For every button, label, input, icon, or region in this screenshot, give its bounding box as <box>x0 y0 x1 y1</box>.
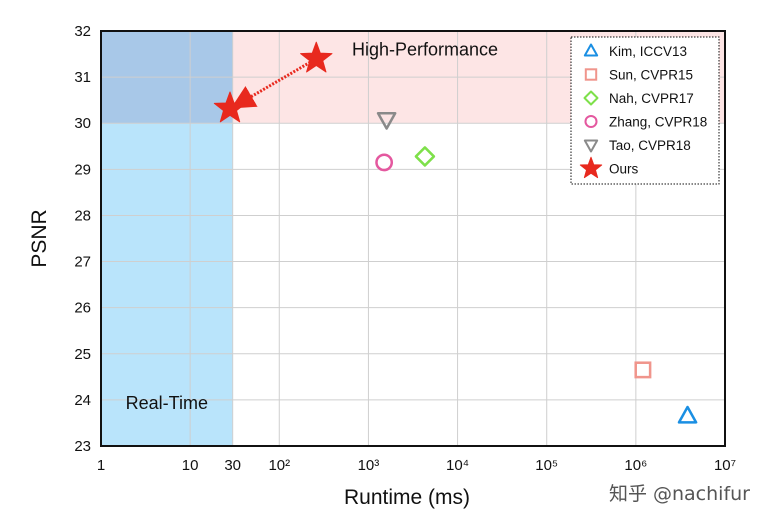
region-label-high-performance: High-Performance <box>352 39 498 59</box>
annotations-layer <box>230 57 318 109</box>
y-tick-label: 28 <box>74 207 91 224</box>
region-labels: Real-Time High-Performance <box>126 39 498 413</box>
point-sun-cvpr15 <box>634 361 652 379</box>
x-tick-label: 10⁷ <box>714 457 736 474</box>
point-tao-cvpr18 <box>376 111 397 130</box>
point-ours <box>213 91 247 123</box>
x-tick-label: 30 <box>224 457 241 474</box>
y-tick-label: 30 <box>74 115 91 132</box>
legend-marker-sun-cvpr15 <box>584 68 598 81</box>
legend-label-sun-cvpr15: Sun, CVPR15 <box>609 68 693 83</box>
point-zhang-cvpr18 <box>375 153 394 172</box>
legend-label-nah-cvpr17: Nah, CVPR17 <box>609 91 694 106</box>
legend-marker-kim-iccv13 <box>583 43 599 57</box>
legend-marker-nah-cvpr17 <box>583 90 599 106</box>
x-tick-labels: 1 10 30 10² 10³ 10⁴ 10⁵ 10⁶ 10⁷ <box>97 457 736 474</box>
y-tick-label: 23 <box>74 438 91 455</box>
legend-marker-zhang-cvpr18 <box>584 114 598 129</box>
y-tick-label: 32 <box>74 23 91 40</box>
point-nah-cvpr17 <box>414 146 436 167</box>
legend-marker-ours <box>579 156 603 179</box>
y-tick-labels: 23 24 25 26 27 28 29 30 31 32 <box>74 23 91 455</box>
legend-marker-tao-cvpr18 <box>583 139 599 153</box>
data-points <box>213 41 698 424</box>
legend-label-tao-cvpr18: Tao, CVPR18 <box>609 138 691 153</box>
x-tick-label: 10² <box>268 457 290 474</box>
y-tick-label: 24 <box>74 392 91 409</box>
y-axis-label: PSNR <box>28 209 51 267</box>
y-tick-label: 25 <box>74 346 91 363</box>
x-tick-label: 10⁴ <box>446 457 469 474</box>
x-axis-label: Runtime (ms) <box>344 486 470 509</box>
x-tick-label: 10⁵ <box>535 457 558 474</box>
ours-improvement-arrow <box>230 57 318 109</box>
y-tick-label: 26 <box>74 300 91 317</box>
legend-label-zhang-cvpr18: Zhang, CVPR18 <box>609 115 707 130</box>
y-tick-label: 29 <box>74 161 91 178</box>
point-kim-iccv13 <box>677 405 698 424</box>
point-ours <box>300 41 333 73</box>
region-label-real-time: Real-Time <box>126 393 208 413</box>
plot-frame <box>100 30 726 447</box>
x-tick-label: 10 <box>182 457 199 474</box>
watermark-text: 知乎 @nachifur <box>609 483 750 505</box>
legend-box <box>570 36 720 185</box>
y-tick-label: 27 <box>74 254 91 271</box>
x-tick-label: 10³ <box>358 457 380 474</box>
legend-label-kim-iccv13: Kim, ICCV13 <box>609 44 687 59</box>
y-tick-label: 31 <box>74 69 91 86</box>
x-tick-label: 1 <box>97 457 105 474</box>
x-tick-label: 10⁶ <box>624 457 647 474</box>
legend-label-ours: Ours <box>609 162 639 177</box>
legend: Kim, ICCV13 Sun, CVPR15 Nah, CVPR17 Zhang, … <box>570 36 720 185</box>
